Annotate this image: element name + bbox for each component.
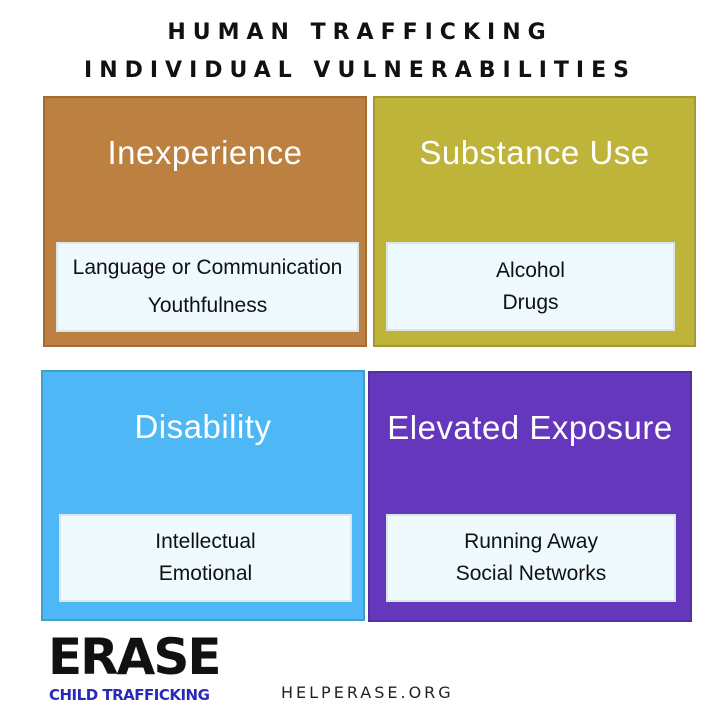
panel-heading: Elevated Exposure — [387, 409, 673, 446]
list-item: Emotional — [158, 562, 253, 585]
footer-url: HELPERASE.ORG — [281, 683, 454, 702]
list-item: Running Away — [464, 530, 598, 553]
panel-disability: Disability Intellectual Emotional — [41, 370, 365, 621]
title-line-1: HUMAN TRAFFICKING — [167, 20, 553, 45]
panel-items-box: Intellectual Emotional — [59, 514, 352, 602]
panel-items-box: Language or Communication Youthfulness — [56, 242, 359, 332]
title-line-2: INDIVIDUAL VULNERABILITIES — [84, 58, 636, 83]
list-item: Drugs — [502, 290, 559, 314]
logo-subtitle: CHILD TRAFFICKING — [49, 686, 210, 704]
panel-heading: Substance Use — [419, 134, 650, 171]
panel-heading: Disability — [134, 408, 272, 445]
list-item: Language or Communication — [72, 256, 343, 279]
list-item: Alcohol — [496, 258, 565, 282]
page-title: HUMAN TRAFFICKING INDIVIDUAL VULNERABILI… — [0, 14, 720, 90]
panel-items-box: Alcohol Drugs — [386, 242, 675, 331]
panel-items-box: Running Away Social Networks — [386, 514, 676, 602]
panel-inexperience: Inexperience Language or Communication Y… — [43, 96, 367, 347]
panel-heading: Inexperience — [107, 134, 303, 171]
panel-substance-use: Substance Use Alcohol Drugs — [373, 96, 696, 347]
erase-logo: ERASE CHILD TRAFFICKING — [48, 632, 222, 708]
list-item: Youthfulness — [147, 294, 268, 317]
logo-wordmark: ERASE — [48, 628, 222, 686]
list-item: Intellectual — [155, 530, 256, 553]
list-item: Social Networks — [455, 562, 607, 585]
panel-elevated-exposure: Elevated Exposure Running Away Social Ne… — [368, 371, 692, 622]
